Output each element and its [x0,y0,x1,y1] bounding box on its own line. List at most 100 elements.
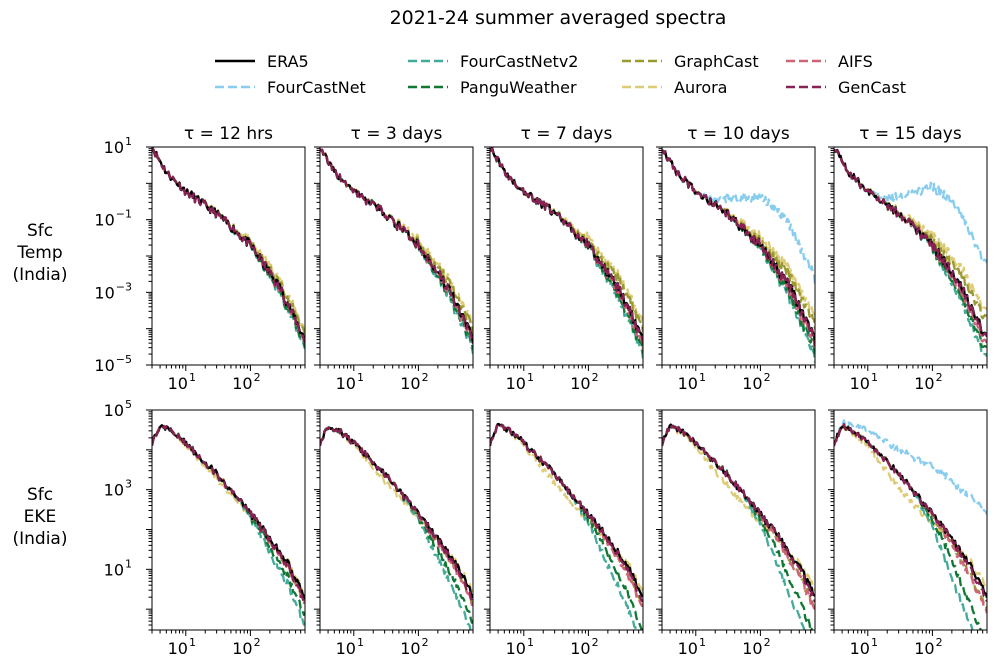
series-era5 [490,422,643,598]
x-tick-label: 101 [850,371,878,393]
panel-title: τ = 15 days [859,124,962,144]
row-label-line: EKE [24,507,57,527]
x-tick-label: 102 [400,636,428,658]
legend: ERA5 FourCastNet FourCastNetv2 PanguWeather… [215,52,906,97]
series-panguweather [320,425,473,624]
legend-label-aurora: Aurora [674,78,727,97]
series-graphcast [152,148,305,337]
panel-r0-c2: τ = 7 days 101 102 [484,124,644,393]
curves [490,147,643,359]
panel-r1-c0: 101 102 105 103 101 [104,398,306,658]
series-aurora [152,425,305,596]
legend-label-aifs: AIFS [838,52,873,71]
series-gencast [320,425,473,603]
legend-label-graphcast: GraphCast [674,52,759,71]
panel-frame [489,409,644,631]
x-tick-label: 102 [232,636,260,658]
y-tick-label: 10−3 [94,280,132,302]
curves [320,425,473,630]
panel-r0-c3: τ = 10 days 101 102 [656,124,816,393]
series-panguweather [662,424,814,630]
series-era5 [152,147,305,343]
series-fourcastnetv2 [320,427,472,630]
x-tick-label: 102 [232,371,260,393]
row-label-line: Sfc [27,485,53,505]
series-era5 [152,424,305,600]
series-gencast [320,148,473,345]
series-aifs [662,424,815,610]
x-tick-label: 101 [506,636,534,658]
series-aurora [152,148,305,334]
legend-label-panguweather: PanguWeather [460,78,577,97]
y-tick-label: 101 [104,557,132,579]
series-era5 [662,423,815,597]
y-tick-label: 10−5 [94,353,132,375]
series-gencast [490,147,643,345]
curves [490,422,643,630]
panel-r1-c2: 101 102 [484,409,644,658]
series-gencast [834,423,987,602]
series-graphcast [320,149,473,335]
legend-entry-aurora: Aurora [622,78,727,97]
panel-title: τ = 12 hrs [184,124,273,144]
curves [152,423,305,626]
x-tick-label: 101 [336,371,364,393]
series-panguweather [490,422,643,630]
curves [834,419,987,630]
series-fourcastnetv2 [662,423,806,630]
x-tick-label: 102 [914,371,942,393]
series-aifs [320,426,473,607]
series-aurora [490,423,643,592]
x-tick-label: 101 [168,371,196,393]
curves [662,423,815,630]
legend-label-fourcastnet: FourCastNet [267,78,366,97]
series-gencast [662,423,815,603]
x-tick-label: 102 [400,371,428,393]
series-fourcastnet [834,419,987,515]
x-tick-label: 102 [570,636,598,658]
panel-r0-c4: τ = 15 days 101 102 [828,124,988,393]
panel-title: τ = 3 days [351,124,443,144]
curves [834,148,987,358]
panel-r0-c1: τ = 3 days 101 102 [314,124,474,393]
legend-entry-aifs: AIFS [786,52,873,71]
x-tick-label: 102 [570,371,598,393]
series-fourcastnetv2 [834,424,974,630]
x-tick-label: 101 [850,636,878,658]
series-fourcastnet [834,148,987,264]
y-tick-label: 105 [104,398,132,420]
series-aifs [834,423,987,614]
legend-entry-fourcastnet: FourCastNet [215,78,366,97]
row-label-line: (India) [13,265,68,285]
series-aurora [320,148,473,331]
legend-entry-graphcast: GraphCast [622,52,759,71]
curves [152,147,305,350]
row-label-line: (India) [13,529,68,549]
panel-r1-c1: 101 102 [314,409,474,658]
series-graphcast [662,424,815,609]
series-graphcast [834,423,987,612]
series-panguweather [490,147,643,353]
panel-r1-c3: 101 102 [656,409,816,658]
panel-title: τ = 10 days [687,124,790,144]
series-gencast [490,422,643,603]
curves [662,148,815,363]
series-gencast [152,147,305,344]
series-fourcastnet [662,148,815,285]
x-tick-label: 101 [678,636,706,658]
series-era5 [320,426,473,599]
series-gencast [152,425,305,604]
x-tick-label: 101 [506,371,534,393]
panel-frame [661,409,816,631]
legend-entry-panguweather: PanguWeather [408,78,577,97]
series-fourcastnetv2 [490,422,637,630]
y-tick-label: 101 [104,135,132,157]
series-panguweather [834,423,982,630]
series-era5 [490,147,643,345]
series-gencast [834,148,987,338]
x-tick-label: 102 [742,636,770,658]
